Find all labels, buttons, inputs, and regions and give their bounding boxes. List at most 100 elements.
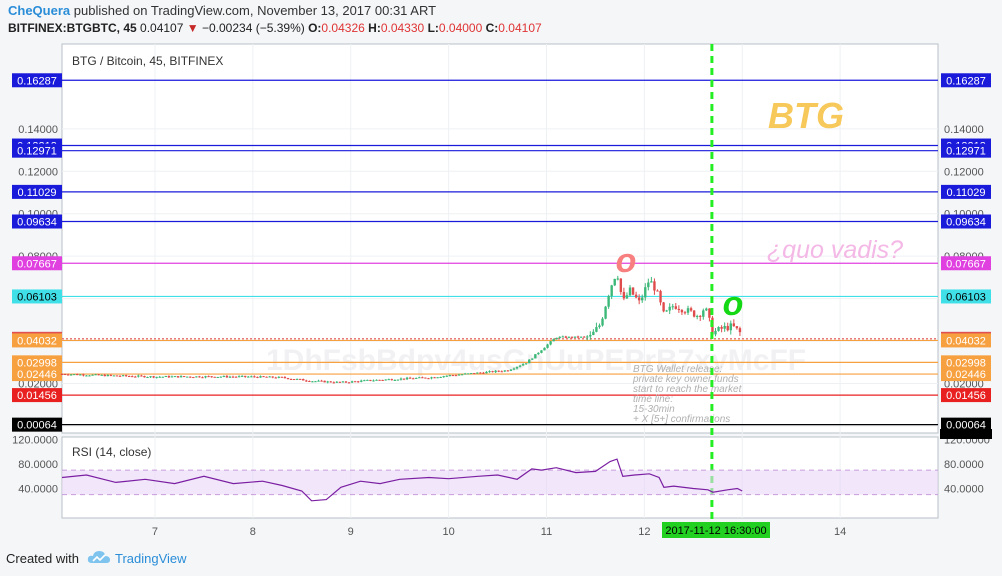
candle-body: [363, 380, 366, 382]
annotation-note-line: 15-30min: [633, 404, 675, 415]
candle-body: [543, 347, 546, 351]
candle-body: [534, 354, 537, 359]
candle-body: [625, 295, 629, 299]
candle-body: [552, 339, 555, 342]
candle-body: [637, 297, 641, 301]
candle-body: [106, 374, 110, 377]
close-value: 0.04107: [498, 21, 542, 35]
candle-body: [399, 378, 403, 380]
open-value: 0.04326: [321, 21, 365, 35]
candle-body: [85, 375, 88, 377]
candle-body: [335, 381, 339, 383]
candle-body: [647, 282, 650, 288]
candle-body: [326, 381, 329, 383]
down-arrow-icon: ▼: [186, 21, 199, 35]
candle-body: [604, 306, 607, 319]
candle-body: [586, 336, 589, 338]
candle-body: [528, 359, 531, 364]
candle-body: [152, 376, 155, 378]
candle-body: [182, 376, 186, 378]
candle-body: [402, 378, 406, 380]
candle-body: [558, 336, 561, 338]
candle-body: [390, 379, 394, 381]
candle-body: [500, 371, 503, 373]
level-label-right: 0.00064: [946, 420, 986, 432]
candle-body: [686, 308, 690, 313]
candle-body: [595, 327, 598, 332]
rsi-tick-right: 40.0000: [944, 484, 984, 496]
candle-body: [320, 380, 323, 382]
candle-body: [573, 336, 577, 338]
candle-body: [137, 375, 140, 377]
candle-body: [259, 376, 262, 378]
candle-body: [100, 374, 103, 376]
candle-body: [546, 344, 549, 348]
candle-body: [271, 376, 274, 378]
candle-body: [439, 376, 442, 378]
candle-body: [699, 315, 702, 317]
price-tick-right: 0.02000: [944, 379, 984, 391]
candle-body: [198, 376, 201, 378]
candle-body: [76, 374, 79, 376]
level-tag-left: [12, 256, 62, 271]
candle-body: [262, 376, 265, 378]
annotation-quo-vadis: ¿quo vadis?: [767, 236, 903, 264]
candle-body: [268, 376, 271, 378]
candle-body: [344, 381, 348, 383]
candle-body: [69, 374, 73, 376]
candle-body: [531, 358, 534, 360]
candle-body: [280, 376, 284, 378]
level-label-right: 0.02998: [946, 357, 986, 369]
candle-body: [641, 297, 644, 301]
zero-level-tag-right: [940, 429, 992, 439]
candle-body: [103, 374, 106, 377]
candle-body: [561, 336, 565, 338]
candle-body: [555, 337, 558, 340]
candle-body: [91, 374, 94, 376]
time-tick: 11: [541, 526, 552, 538]
rsi-band: [62, 470, 938, 495]
candle-body: [302, 379, 305, 381]
candle-body: [88, 375, 91, 377]
candle-body: [167, 376, 171, 378]
candle-body: [457, 374, 461, 376]
candle-body: [155, 376, 158, 378]
candle-body: [244, 375, 247, 377]
level-label-right: 0.01456: [946, 390, 986, 402]
candle-body: [619, 278, 623, 292]
annotation-btg: BTG: [768, 95, 844, 136]
level-label-left: 0.12971: [17, 146, 57, 158]
candle-body: [305, 380, 308, 382]
level-tag-right: [941, 143, 991, 158]
candle-body: [140, 375, 143, 377]
candle-body: [341, 381, 345, 383]
tradingview-link[interactable]: TradingView: [114, 551, 187, 566]
candle-body: [204, 376, 207, 378]
level-tag-left: [12, 289, 62, 304]
level-tag-left: [12, 143, 62, 158]
candle-body: [222, 375, 226, 377]
candle-body: [644, 287, 647, 298]
candle-body: [570, 336, 574, 338]
candle-body: [454, 375, 458, 377]
candle-body: [210, 376, 213, 378]
author-name[interactable]: CheQuera: [8, 3, 71, 18]
candle-body: [695, 315, 699, 317]
candle-body: [665, 310, 668, 312]
annotation-note-line: BTG Wallet release:: [633, 364, 723, 375]
candle-body: [121, 375, 125, 377]
candle-body: [415, 377, 418, 379]
level-tag-left: [12, 73, 62, 88]
time-tick: 12: [638, 526, 650, 538]
candle-body: [683, 312, 687, 314]
candle-body: [607, 295, 610, 307]
candle-body: [692, 310, 696, 317]
candle-body: [265, 376, 268, 378]
candle-body: [708, 308, 711, 318]
level-label-right: 0.12971: [946, 146, 986, 158]
annotation-o-right: o: [723, 285, 744, 323]
candle-body: [372, 380, 375, 382]
high-label: H:: [368, 21, 381, 35]
candle-body: [357, 381, 360, 383]
